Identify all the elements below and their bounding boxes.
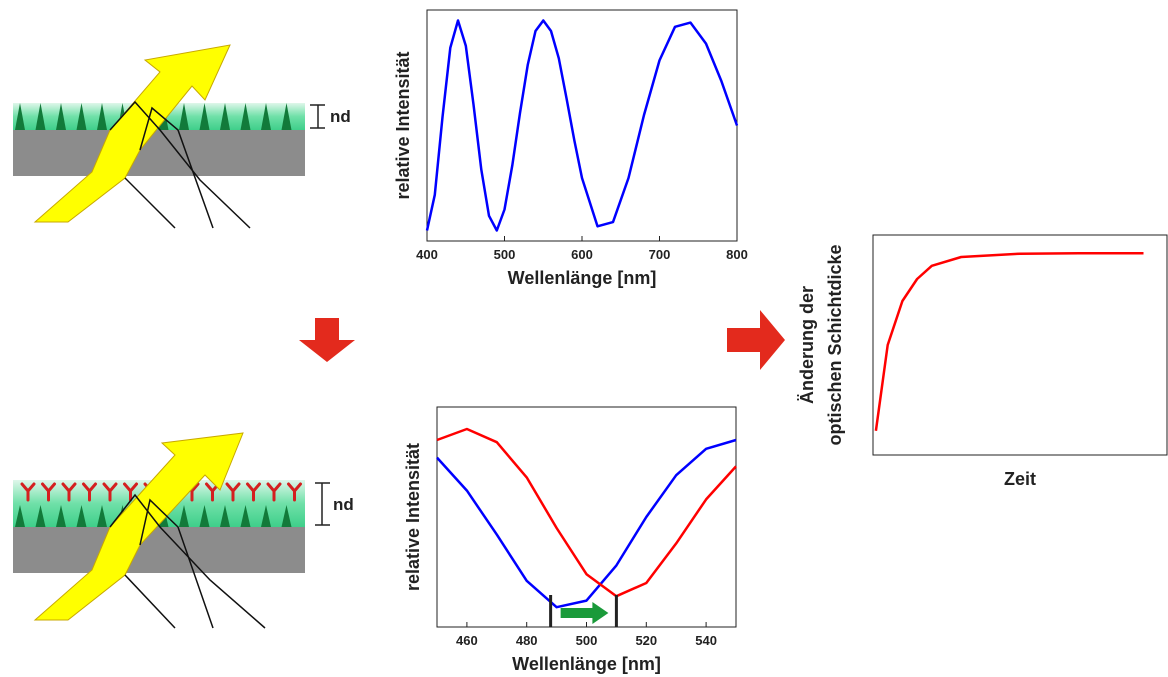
x-axis-label: Zeit — [1004, 469, 1036, 489]
receptor — [220, 505, 230, 527]
receptor — [97, 103, 107, 130]
receptor — [15, 103, 25, 130]
receptor — [76, 505, 87, 527]
shift-arrow — [560, 602, 609, 624]
receptor — [56, 103, 66, 130]
data-line — [425, 19, 739, 232]
data-line — [436, 438, 737, 609]
antibody — [82, 482, 97, 502]
receptor — [281, 103, 292, 130]
sensor-top: nd — [13, 44, 351, 229]
y-axis-label: Änderung der — [797, 286, 817, 404]
x-tick-label: 480 — [516, 633, 538, 648]
data-line — [436, 427, 737, 598]
y-axis-label: optischen Schichtdicke — [825, 244, 845, 445]
antibody — [61, 482, 77, 502]
receptor — [281, 505, 292, 527]
plot-frame — [436, 406, 737, 628]
x-tick-label: 600 — [571, 247, 593, 262]
receptor — [35, 103, 46, 130]
receptor — [261, 103, 271, 130]
receptor — [261, 505, 271, 527]
x-tick-label: 400 — [416, 247, 438, 262]
nd-label: nd — [330, 107, 351, 126]
x-tick-label: 700 — [649, 247, 671, 262]
x-tick-label: 540 — [695, 633, 717, 648]
data-line — [874, 252, 1144, 431]
receptor — [179, 505, 189, 527]
receptor — [240, 505, 251, 527]
receptor — [35, 505, 46, 527]
antibody — [123, 482, 138, 502]
nd-label: nd — [333, 495, 354, 514]
receptor — [179, 103, 189, 130]
x-tick-label: 520 — [635, 633, 657, 648]
y-axis-label: relative Intensität — [403, 443, 423, 591]
x-axis-label: Wellenlänge [nm] — [508, 268, 657, 288]
plot-frame — [872, 234, 1168, 456]
receptor — [76, 103, 87, 130]
receptor — [199, 505, 210, 527]
antibody — [266, 482, 282, 502]
receptor — [15, 505, 25, 527]
antibody — [41, 482, 56, 502]
plot-frame — [426, 9, 738, 242]
antibody — [102, 482, 118, 502]
x-axis-label: Wellenlänge [nm] — [512, 654, 661, 674]
antibody — [287, 482, 302, 502]
x-tick-label: 500 — [576, 633, 598, 648]
x-tick-label: 500 — [494, 247, 516, 262]
y-axis-label: relative Intensität — [393, 51, 413, 199]
x-tick-label: 460 — [456, 633, 478, 648]
antibody — [246, 482, 261, 502]
receptor — [56, 505, 66, 527]
x-tick-label: 800 — [726, 247, 748, 262]
antibody — [20, 482, 36, 502]
receptor — [220, 103, 230, 130]
receptor — [240, 103, 251, 130]
receptor — [199, 103, 210, 130]
arrow-down — [299, 318, 355, 362]
arrow-right — [727, 310, 785, 370]
antibody — [225, 482, 241, 502]
receptor — [97, 505, 107, 527]
sensor-bottom: nd — [13, 432, 354, 629]
